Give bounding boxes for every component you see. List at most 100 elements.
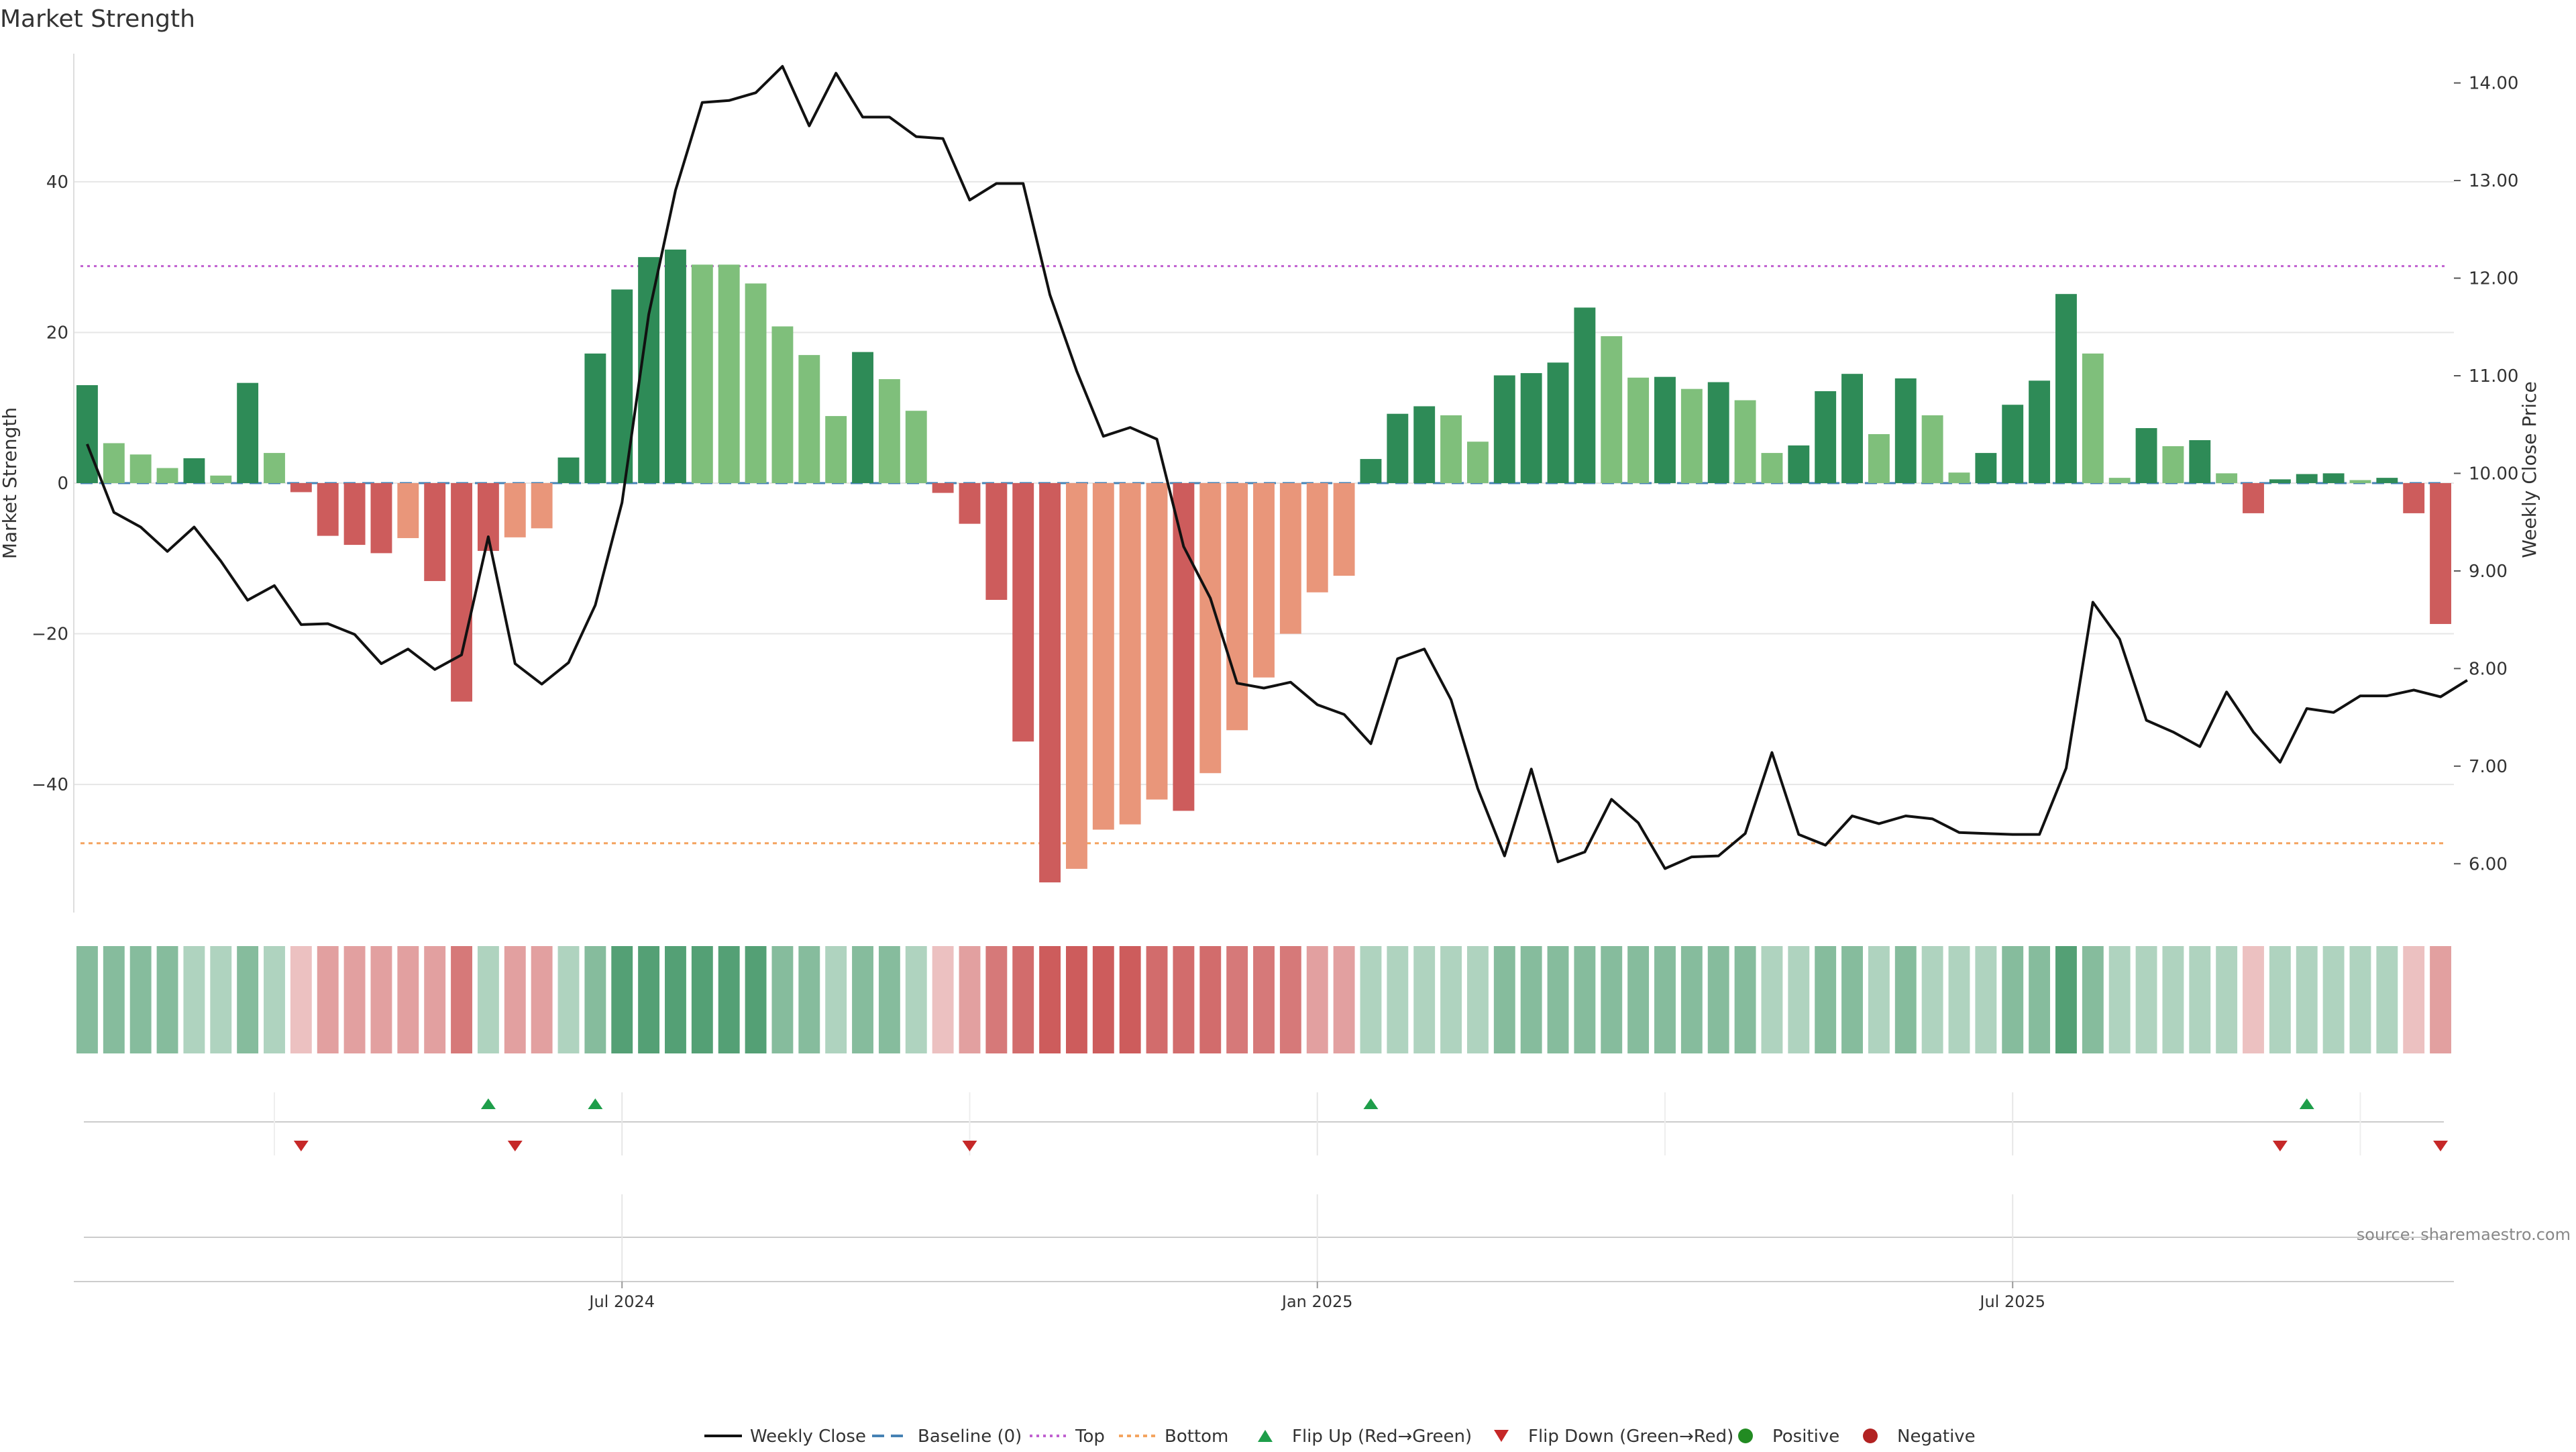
strength-bar — [2243, 483, 2264, 513]
legend-label: Bottom — [1165, 1427, 1228, 1447]
y-tick-label: 40 — [46, 172, 68, 193]
y2-tick-label: 9.00 — [2469, 562, 2508, 582]
band-cell — [985, 946, 1008, 1053]
strength-bar — [1199, 483, 1222, 774]
strength-bar — [1466, 442, 1489, 483]
band-cell — [424, 946, 446, 1053]
strength-bar — [825, 416, 847, 483]
strength-bar — [2296, 474, 2318, 483]
strength-bar — [210, 475, 232, 483]
strength-bar — [959, 483, 981, 524]
band-cell — [210, 946, 232, 1053]
strength-bar — [2376, 478, 2398, 483]
flip-down-marker — [293, 1141, 309, 1151]
band-cell — [665, 946, 686, 1053]
band-cell — [2029, 946, 2051, 1053]
y-axis-label: Market Strength — [0, 407, 21, 559]
y-tick-label: −40 — [32, 775, 68, 795]
band-cell — [2216, 946, 2238, 1053]
band-cell — [1921, 946, 1943, 1053]
strength-bar — [878, 379, 900, 483]
x-axis: Jul 2024 Jan 2025 Jul 2025 — [74, 1281, 2454, 1311]
band-cell — [1199, 946, 1222, 1053]
band-cell — [852, 946, 873, 1053]
band-cell — [2082, 946, 2104, 1053]
flip-up-marker — [2299, 1098, 2314, 1109]
strength-bar — [1039, 483, 1061, 883]
strength-bar — [103, 443, 125, 483]
band-cell — [1119, 946, 1141, 1053]
band-cell — [76, 946, 98, 1053]
band-cell — [2322, 946, 2345, 1053]
band-cell — [1975, 946, 1997, 1053]
band-cell — [584, 946, 606, 1053]
flip-up-marker — [480, 1098, 496, 1109]
band-cell — [1788, 946, 1810, 1053]
strength-bar — [290, 483, 312, 492]
strength-bar — [691, 264, 713, 483]
chart-title: Market Strength — [0, 5, 195, 33]
band-cell — [959, 946, 981, 1053]
band-cell — [1065, 946, 1087, 1053]
strength-bar — [1493, 375, 1515, 483]
strength-bar — [183, 458, 205, 483]
strength-bar — [531, 483, 553, 529]
y2-tick-label: 6.00 — [2469, 854, 2508, 874]
y2-tick-label: 10.00 — [2469, 464, 2518, 484]
band-cell — [2002, 946, 2024, 1053]
band-cell — [1601, 946, 1623, 1053]
band-cell — [156, 946, 178, 1053]
strength-bar — [1894, 378, 1917, 483]
band-cell — [878, 946, 900, 1053]
band-cell — [2135, 946, 2157, 1053]
strength-bar — [1627, 377, 1650, 483]
band-cell — [1413, 946, 1436, 1053]
legend-label: Flip Down (Green→Red) — [1528, 1427, 1733, 1447]
y2-tick-label: 7.00 — [2469, 757, 2508, 777]
band-cell — [1948, 946, 1970, 1053]
legend-label: Negative — [1897, 1427, 1976, 1447]
band-cell — [1574, 946, 1596, 1053]
x-tick-label: Jan 2025 — [1281, 1292, 1353, 1311]
strength-bar — [1065, 483, 1087, 869]
band-cell — [290, 946, 312, 1053]
strength-bar — [317, 483, 339, 536]
strength-bar — [156, 468, 178, 483]
legend-label: Top — [1075, 1427, 1105, 1447]
y2-tick-label: 8.00 — [2469, 659, 2508, 679]
x-tick-label: Jul 2025 — [1978, 1292, 2045, 1311]
band-cell — [1306, 946, 1328, 1053]
flip-down-marker — [2272, 1141, 2288, 1151]
strength-bar — [1333, 483, 1355, 576]
band-cell — [451, 946, 472, 1053]
flip-markers-panel — [84, 1092, 2449, 1155]
strength-bar — [1173, 483, 1195, 811]
band-cell — [691, 946, 713, 1053]
band-cell — [343, 946, 366, 1053]
legend-circle-icon — [1738, 1429, 1753, 1443]
band-cell — [317, 946, 339, 1053]
band-cell — [1627, 946, 1650, 1053]
strength-bar — [2002, 405, 2024, 483]
strength-bar — [2029, 380, 2051, 483]
strength-bar — [584, 353, 606, 483]
strength-bar — [1119, 483, 1141, 825]
strength-bar — [2403, 483, 2425, 513]
strength-bar — [1707, 382, 1729, 483]
bottom-panel — [84, 1194, 2444, 1282]
strength-bar — [76, 385, 98, 483]
y2-tick-label: 13.00 — [2469, 171, 2518, 191]
band-cell — [1253, 946, 1275, 1053]
strength-bar — [2269, 479, 2291, 483]
weekly-close-line — [86, 64, 2468, 870]
strength-bar — [718, 264, 740, 483]
band-cell — [1466, 946, 1489, 1053]
strength-bar — [2135, 428, 2157, 483]
flip-down-marker — [2433, 1141, 2449, 1151]
band-cell — [1654, 946, 1676, 1053]
band-cell — [103, 946, 125, 1053]
band-cell — [1146, 946, 1168, 1053]
band-cell — [397, 946, 419, 1053]
band-cell — [1894, 946, 1917, 1053]
strength-bar — [1547, 362, 1569, 483]
